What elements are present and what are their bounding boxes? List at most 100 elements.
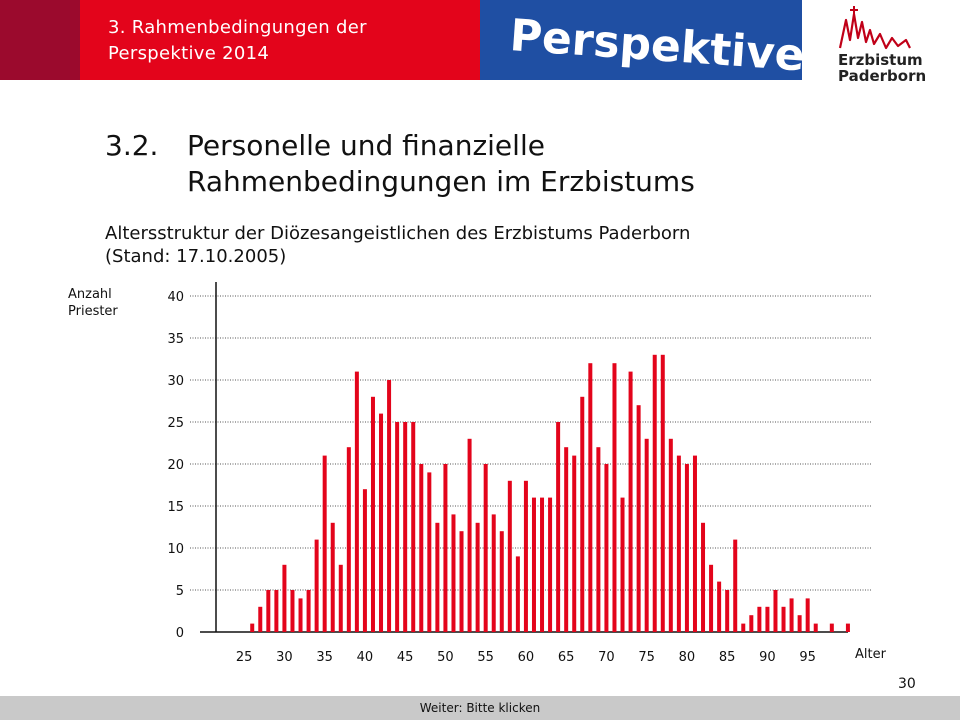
bar-age-50 — [443, 464, 448, 632]
bar-age-98 — [829, 623, 834, 632]
bar-age-30 — [282, 564, 287, 632]
x-tick-label-45: 45 — [397, 650, 414, 665]
bar-age-27 — [258, 606, 263, 632]
bar-age-81 — [692, 455, 697, 632]
bar-age-44 — [395, 422, 400, 632]
page-number: 30 — [898, 676, 916, 692]
bar-age-65 — [564, 447, 569, 632]
x-tick-label-35: 35 — [316, 650, 333, 665]
bar-age-91 — [773, 590, 778, 632]
bar-age-69 — [596, 447, 601, 632]
bar-age-96 — [813, 623, 818, 632]
y-axis-label-line-2: Priester — [68, 304, 118, 319]
next-slide-link[interactable]: Weiter: Bitte klicken — [419, 701, 541, 715]
section-title: 3. Rahmenbedingungen der Perspektive 201… — [108, 17, 367, 64]
bar-age-90 — [765, 606, 770, 632]
bar-age-92 — [781, 606, 786, 632]
x-tick-label-70: 70 — [598, 650, 615, 665]
bar-age-48 — [427, 472, 432, 632]
y-tick-label-40: 40 — [167, 290, 184, 305]
diocese-logo: Erzbistum Paderborn — [802, 0, 960, 84]
bar-age-73 — [628, 371, 633, 632]
x-tick-label-40: 40 — [357, 650, 374, 665]
bar-age-62 — [540, 497, 545, 632]
header-bar: 3. Rahmenbedingungen der Perspektive 201… — [0, 0, 960, 84]
y-tick-label-0: 0 — [176, 626, 184, 641]
bar-age-28 — [266, 590, 271, 632]
bar-age-53 — [467, 438, 472, 632]
chart-subtitle: Altersstruktur der Diözesangeistlichen d… — [105, 222, 845, 268]
bar-age-35 — [322, 455, 327, 632]
bar-age-93 — [789, 598, 794, 632]
bar-age-71 — [612, 363, 617, 632]
bar-age-95 — [805, 598, 810, 632]
bar-age-94 — [797, 615, 802, 632]
bar-age-31 — [290, 590, 295, 632]
bar-age-49 — [435, 522, 440, 632]
bar-age-74 — [636, 405, 641, 632]
bar-age-39 — [354, 371, 359, 632]
header-maroon-block — [0, 0, 80, 80]
bar-age-66 — [572, 455, 577, 632]
x-tick-label-75: 75 — [638, 650, 655, 665]
y-tick-label-15: 15 — [167, 500, 184, 515]
bar-age-80 — [684, 464, 689, 632]
x-tick-label-55: 55 — [477, 650, 494, 665]
bar-age-51 — [451, 514, 456, 632]
y-axis-label: Anzahl Priester — [68, 286, 118, 320]
bar-age-68 — [588, 363, 593, 632]
y-tick-label-5: 5 — [176, 584, 184, 599]
y-tick-label-25: 25 — [167, 416, 184, 431]
heading-line-1: Personelle und finanzielle — [187, 129, 545, 162]
bar-age-56 — [491, 514, 496, 632]
bar-age-82 — [701, 522, 706, 632]
bar-age-70 — [604, 464, 609, 632]
bar-age-76 — [652, 354, 657, 632]
bar-age-89 — [757, 606, 762, 632]
bar-age-57 — [499, 531, 504, 632]
subtitle-line-1: Altersstruktur der Diözesangeistlichen d… — [105, 223, 691, 244]
bar-age-88 — [749, 615, 754, 632]
bar-age-86 — [733, 539, 738, 632]
bar-age-54 — [475, 522, 480, 632]
bar-age-26 — [250, 623, 255, 632]
bar-age-32 — [298, 598, 303, 632]
x-tick-label-95: 95 — [799, 650, 816, 665]
bar-age-64 — [556, 422, 561, 632]
perspektive-banner: Perspektive 2014 — [480, 0, 802, 80]
x-tick-label-60: 60 — [518, 650, 535, 665]
x-tick-label-90: 90 — [759, 650, 776, 665]
bar-age-46 — [411, 422, 416, 632]
y-tick-label-10: 10 — [167, 542, 184, 557]
bar-age-60 — [523, 480, 528, 632]
bar-age-78 — [668, 438, 673, 632]
bar-age-87 — [741, 623, 746, 632]
bar-age-40 — [362, 489, 367, 632]
x-axis-label: Alter — [855, 647, 886, 662]
bar-age-59 — [515, 556, 520, 632]
bar-age-100 — [845, 623, 850, 632]
bar-age-29 — [274, 590, 279, 632]
x-tick-label-65: 65 — [558, 650, 575, 665]
bar-age-77 — [660, 354, 665, 632]
header-red-block — [80, 0, 480, 80]
footer-bar — [0, 696, 960, 720]
logo-line-2: Paderborn — [838, 67, 927, 85]
heading-line-2: Rahmenbedingungen im Erzbistums — [187, 165, 695, 198]
bar-age-83 — [709, 564, 714, 632]
heading-number: 3.2. — [105, 129, 159, 162]
y-tick-label-20: 20 — [167, 458, 184, 473]
bar-age-38 — [346, 447, 351, 632]
bar-age-75 — [644, 438, 649, 632]
bar-age-55 — [483, 464, 488, 632]
bar-age-33 — [306, 590, 311, 632]
cathedral-icon — [838, 6, 911, 50]
x-tick-label-80: 80 — [679, 650, 696, 665]
y-tick-label-35: 35 — [167, 332, 184, 347]
bar-age-42 — [379, 413, 384, 632]
bar-age-52 — [459, 531, 464, 632]
x-tick-label-30: 30 — [276, 650, 293, 665]
bar-age-84 — [717, 581, 722, 632]
x-tick-label-25: 25 — [236, 650, 253, 665]
